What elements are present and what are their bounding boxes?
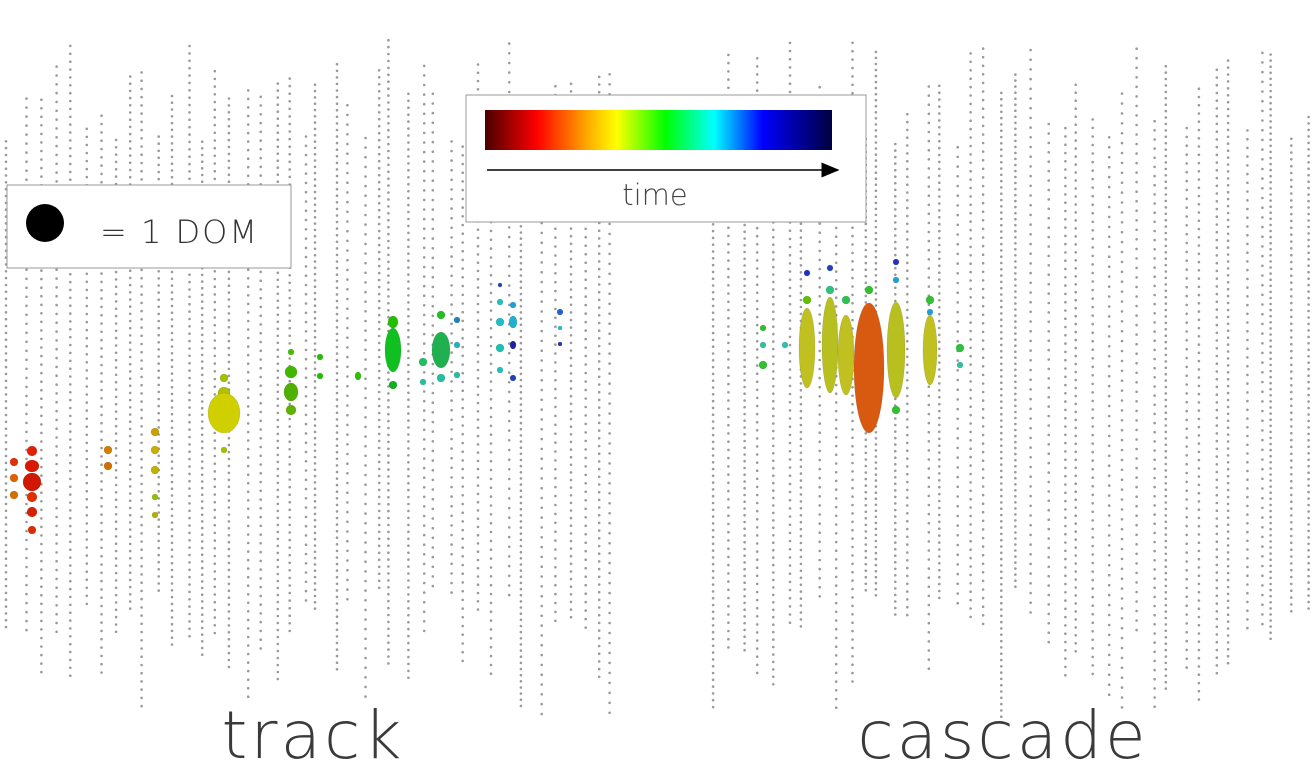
hit xyxy=(891,405,901,415)
hit xyxy=(388,380,398,390)
hit xyxy=(150,465,160,475)
hit xyxy=(803,269,811,277)
hit xyxy=(922,314,938,386)
hit xyxy=(9,457,19,467)
legend-label: = 1 DOM xyxy=(100,213,259,251)
hit xyxy=(436,373,446,383)
hit xyxy=(9,473,19,483)
hit xyxy=(26,491,38,503)
hit xyxy=(509,301,517,309)
hit xyxy=(354,371,362,381)
hit xyxy=(781,341,789,349)
hit xyxy=(27,525,37,535)
hit xyxy=(798,307,816,389)
hit xyxy=(219,373,229,383)
hit xyxy=(436,310,446,320)
hit xyxy=(453,316,461,324)
hit xyxy=(837,314,855,396)
hit xyxy=(419,378,427,386)
hit xyxy=(285,404,297,416)
panel-label: cascade xyxy=(857,697,1148,762)
dom-symbol xyxy=(26,204,64,242)
hit xyxy=(955,343,965,353)
hit xyxy=(821,296,839,394)
colorbar xyxy=(485,110,832,150)
hit xyxy=(431,331,451,369)
hit xyxy=(892,258,900,266)
hit xyxy=(557,325,563,331)
hit xyxy=(387,315,399,329)
hit xyxy=(509,340,517,350)
hit xyxy=(508,315,518,329)
detector-strings xyxy=(4,38,1310,718)
hit xyxy=(886,301,906,399)
hit xyxy=(151,493,159,501)
hit xyxy=(26,506,38,518)
hit xyxy=(925,295,935,305)
hit xyxy=(24,459,40,473)
hit xyxy=(384,327,402,373)
hit xyxy=(759,324,767,332)
hit xyxy=(497,282,503,288)
time-colorbar: time xyxy=(465,94,867,223)
hit xyxy=(316,372,324,380)
hit xyxy=(802,295,812,305)
hit xyxy=(103,445,113,455)
hit xyxy=(892,276,900,284)
hit xyxy=(287,348,295,356)
hit xyxy=(453,341,461,349)
hit xyxy=(103,461,113,471)
colorbar-label: time xyxy=(622,178,688,212)
hit xyxy=(150,427,160,437)
hit xyxy=(826,264,834,272)
hit xyxy=(151,511,159,519)
hit xyxy=(509,374,517,382)
hit xyxy=(496,298,504,306)
hit xyxy=(495,343,505,353)
hit xyxy=(26,445,38,457)
hit xyxy=(418,357,428,367)
hit xyxy=(9,490,19,500)
hit xyxy=(853,302,885,434)
dom-legend: = 1 DOM xyxy=(6,184,292,269)
hit xyxy=(284,365,298,379)
hits xyxy=(9,258,965,535)
hit xyxy=(926,308,934,316)
hit xyxy=(841,295,851,305)
hit xyxy=(956,361,964,369)
panel-label: track xyxy=(222,697,405,762)
hit xyxy=(283,382,299,402)
hit xyxy=(22,472,42,492)
hit xyxy=(759,341,767,349)
hit xyxy=(864,285,874,295)
hit xyxy=(825,285,835,295)
hit xyxy=(220,446,228,454)
hit xyxy=(150,445,160,455)
hit xyxy=(556,308,564,316)
hit xyxy=(557,341,563,347)
hit xyxy=(496,366,504,374)
hit xyxy=(453,371,461,379)
hit xyxy=(495,317,505,327)
hit xyxy=(758,360,768,370)
hit xyxy=(207,392,241,434)
hit xyxy=(316,353,324,361)
